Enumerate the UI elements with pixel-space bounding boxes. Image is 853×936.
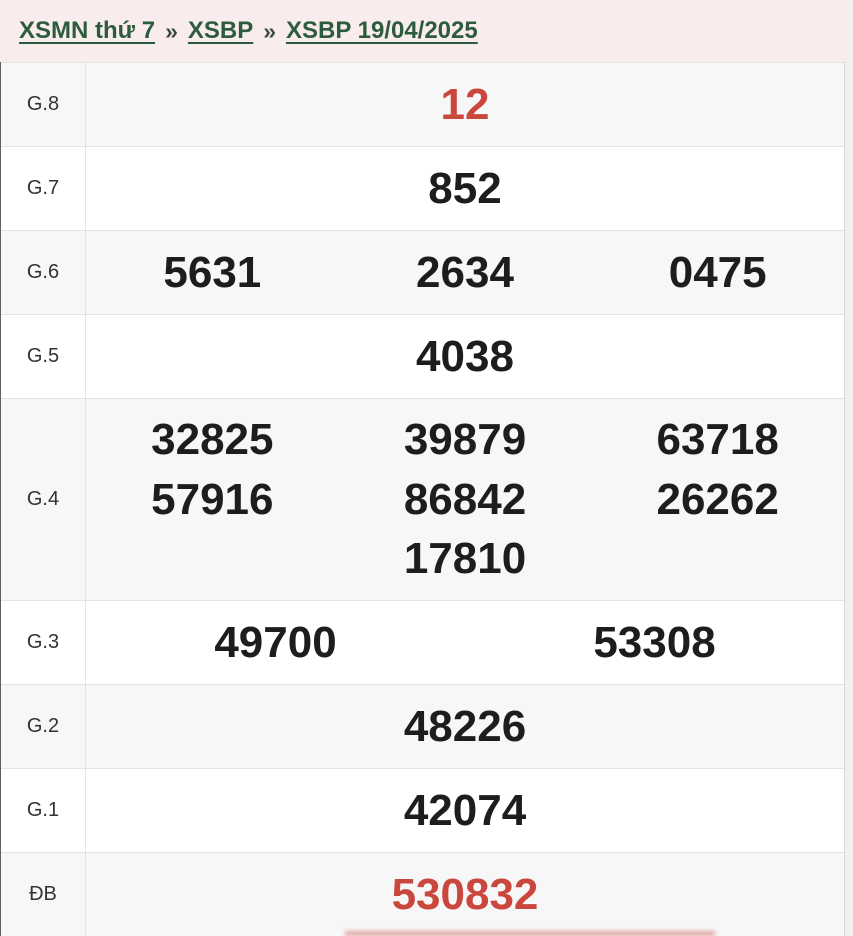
winning-number: 39879 [403,414,527,464]
breadcrumb: XSMN thứ 7 » XSBP » XSBP 19/04/2025 [0,0,845,62]
table-row-g3: G.3 49700 53308 [1,600,844,684]
prize-numbers: 42074 [86,769,844,852]
breadcrumb-link-xsbp-date[interactable]: XSBP 19/04/2025 [286,17,478,44]
winning-number: 49700 [214,617,337,667]
prize-label: G.1 [1,769,86,852]
winning-number: 32825 [151,414,274,464]
table-row-g4: G.4 32825 39879 63718 57916 86842 26262 … [1,398,844,600]
winning-number: 86842 [403,474,527,524]
table-row-g8: G.8 12 [1,62,844,146]
breadcrumb-link-xsbp[interactable]: XSBP [187,17,254,44]
prize-label: G.5 [1,315,86,398]
prize-numbers: 49700 53308 [86,601,844,684]
winning-number: 5631 [163,247,262,297]
prize-label: G.3 [1,601,86,684]
winning-number: 530832 [391,869,539,919]
breadcrumb-link-xsmn[interactable]: XSMN thứ 7 [19,17,156,44]
winning-number: 2634 [416,247,514,297]
results-table: G.8 12 G.7 852 G.6 5631 2634 0475 G.5 40… [0,62,845,936]
winning-number: 4038 [416,331,514,381]
table-row-g6: G.6 5631 2634 0475 [1,230,844,314]
winning-number: 0475 [668,247,767,297]
prize-numbers: 530832 [86,853,844,936]
table-row-db: ĐB 530832 [1,852,844,936]
winning-number: 852 [428,163,502,213]
prize-label: G.4 [1,399,86,600]
table-row-g2: G.2 48226 [1,684,844,768]
table-row-g7: G.7 852 [1,146,844,230]
prize-label: G.8 [1,63,86,146]
breadcrumb-separator: » [263,17,277,44]
prize-label: G.2 [1,685,86,768]
winning-number: 12 [440,79,490,129]
prize-label: ĐB [1,853,86,936]
prize-numbers: 48226 [86,685,844,768]
winning-number: 48226 [403,701,527,751]
prize-numbers: 852 [86,147,844,230]
prize-numbers: 5631 2634 0475 [86,231,844,314]
prize-numbers: 12 [86,63,844,146]
winning-number: 57916 [151,474,274,524]
prize-label: G.7 [1,147,86,230]
prize-numbers: 4038 [86,315,844,398]
table-row-g5: G.5 4038 [1,314,844,398]
winning-number: 42074 [403,785,527,835]
breadcrumb-separator: » [165,17,178,44]
scrollbar-track[interactable] [845,0,853,936]
prize-numbers: 32825 39879 63718 57916 86842 26262 1781… [86,399,844,600]
winning-number: 26262 [656,474,779,524]
prize-label: G.6 [1,231,86,314]
winning-number: 63718 [656,414,779,464]
cutoff-next-section [345,931,715,936]
winning-number: 17810 [403,534,527,584]
winning-number: 53308 [593,617,716,667]
table-row-g1: G.1 42074 [1,768,844,852]
